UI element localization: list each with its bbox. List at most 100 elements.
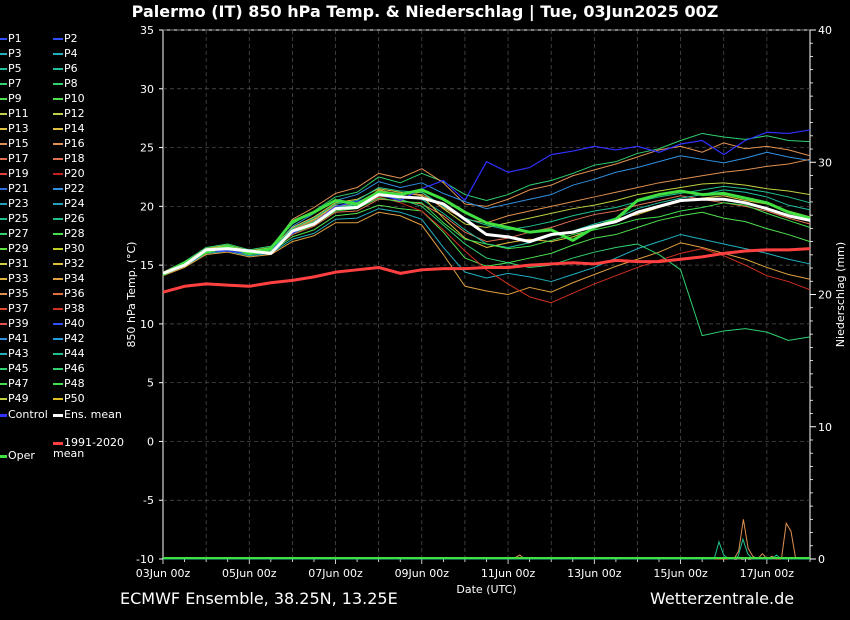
y2-tick-label: 10 <box>818 421 832 434</box>
legend-swatch <box>0 263 7 265</box>
legend-label: P30 <box>64 242 85 255</box>
legend-swatch <box>0 173 7 175</box>
legend-label: P22 <box>64 182 85 195</box>
legend-label: P3 <box>8 47 22 60</box>
legend-swatch <box>0 368 7 370</box>
oper-line <box>162 188 811 276</box>
legend-swatch <box>0 413 7 417</box>
y-tick-label: 5 <box>147 377 154 390</box>
legend-label: P40 <box>64 317 85 330</box>
legend-label: P36 <box>64 287 85 300</box>
legend-swatch <box>53 98 63 100</box>
legend-swatch <box>53 323 63 325</box>
legend-swatch <box>53 143 63 145</box>
y2-tick-label: 20 <box>818 289 832 302</box>
legend-swatch <box>0 338 7 340</box>
legend-swatch <box>53 83 63 85</box>
legend-swatch <box>0 398 7 400</box>
legend-swatch <box>53 113 63 115</box>
y-tick-label: 35 <box>140 24 154 37</box>
legend-item-p8: P8 <box>53 78 78 90</box>
legend-item-p32: P32 <box>53 258 85 270</box>
y-tick-label: 30 <box>140 83 154 96</box>
x-tick-label: 17Jun 00z <box>740 567 795 580</box>
legend-item-p24: P24 <box>53 198 85 210</box>
legend-item-p47: P47 <box>0 378 29 390</box>
legend-item-p34: P34 <box>53 273 85 285</box>
legend-swatch <box>53 53 63 55</box>
legend-label: P24 <box>64 197 85 210</box>
legend-label: P10 <box>64 92 85 105</box>
legend-item-p40: P40 <box>53 318 85 330</box>
legend-swatch <box>0 143 7 145</box>
legend-item-p33: P33 <box>0 273 29 285</box>
legend-label: P44 <box>64 347 85 360</box>
clim-mean-line <box>162 247 811 294</box>
legend-item-p9: P9 <box>0 93 22 105</box>
legend-item-p41: P41 <box>0 333 29 345</box>
legend-label: P5 <box>8 62 22 75</box>
y-tick-label: -10 <box>136 553 154 566</box>
legend-swatch <box>0 68 7 70</box>
legend-item-p42: P42 <box>53 333 85 345</box>
legend-label: P46 <box>64 362 85 375</box>
legend-item-p19: P19 <box>0 168 29 180</box>
legend-swatch <box>53 248 63 250</box>
legend-label: P38 <box>64 302 85 315</box>
legend-label: P25 <box>8 212 29 225</box>
legend-label: P20 <box>64 167 85 180</box>
y2-tick-label: 30 <box>818 156 832 169</box>
legend-swatch <box>0 248 7 250</box>
x-tick-label: 09Jun 00z <box>395 567 450 580</box>
legend-label: P11 <box>8 107 29 120</box>
legend-item-p13: P13 <box>0 123 29 135</box>
legend-item-p23: P23 <box>0 198 29 210</box>
legend-label: P12 <box>64 107 85 120</box>
y2-tick-label: 40 <box>818 24 832 37</box>
legend-swatch <box>0 353 7 355</box>
legend-swatch <box>0 454 7 458</box>
legend-swatch <box>53 398 63 400</box>
legend-item-clim-mean: 1991-2020 mean <box>53 437 124 459</box>
legend-swatch <box>53 383 63 385</box>
legend-label: P47 <box>8 377 29 390</box>
legend-item-p3: P3 <box>0 48 22 60</box>
legend-swatch <box>53 233 63 235</box>
legend-item-p30: P30 <box>53 243 85 255</box>
legend-label: P50 <box>64 392 85 405</box>
legend-swatch <box>0 158 7 160</box>
legend-item-p22: P22 <box>53 183 85 195</box>
legend-label: P16 <box>64 137 85 150</box>
legend-label: P33 <box>8 272 29 285</box>
legend-item-p14: P14 <box>53 123 85 135</box>
legend-label: P8 <box>64 77 78 90</box>
legend-swatch <box>0 218 7 220</box>
legend-label: P1 <box>8 32 22 45</box>
legend-item-p1: P1 <box>0 33 22 45</box>
legend-item-p21: P21 <box>0 183 29 195</box>
legend-item-p27: P27 <box>0 228 29 240</box>
legend-label: P23 <box>8 197 29 210</box>
legend-label: P21 <box>8 182 29 195</box>
legend-item-p12: P12 <box>53 108 85 120</box>
legend-swatch <box>53 38 63 40</box>
legend-swatch <box>0 53 7 55</box>
legend-swatch <box>0 203 7 205</box>
model-location-caption: ECMWF Ensemble, 38.25N, 13.25E <box>120 589 398 608</box>
x-tick-label: 13Jun 00z <box>567 567 622 580</box>
legend-swatch <box>53 338 63 340</box>
x-tick-label: 03Jun 00z <box>136 567 191 580</box>
legend-item-p37: P37 <box>0 303 29 315</box>
legend-item-p29: P29 <box>0 243 29 255</box>
legend-label: P32 <box>64 257 85 270</box>
y-tick-label: 15 <box>140 259 154 272</box>
legend-swatch <box>0 83 7 85</box>
legend-label: 1991-2020 mean <box>53 436 124 460</box>
legend-label: P9 <box>8 92 22 105</box>
legend-label: P34 <box>64 272 85 285</box>
y-tick-label: -5 <box>143 494 154 507</box>
legend-label: P49 <box>8 392 29 405</box>
legend-swatch <box>53 188 63 190</box>
legend-label: P42 <box>64 332 85 345</box>
